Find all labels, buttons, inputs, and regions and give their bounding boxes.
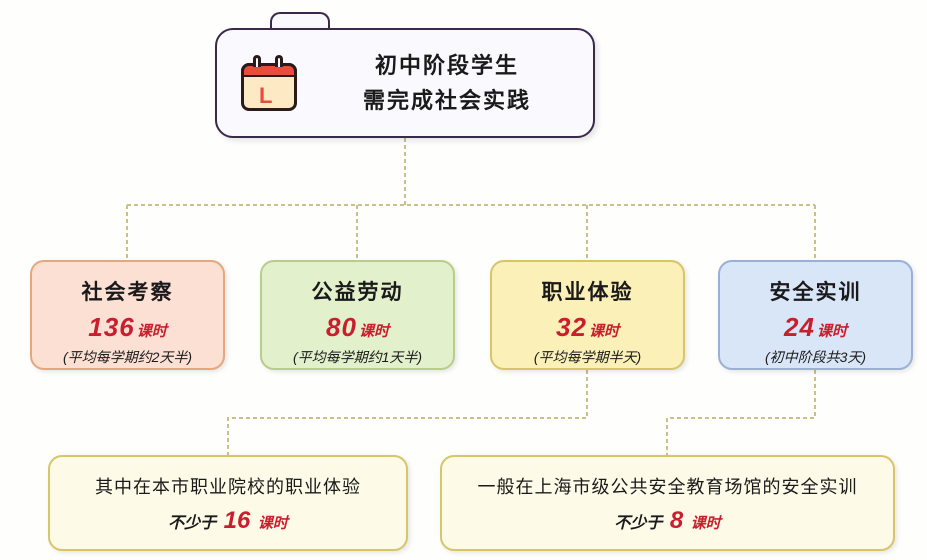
category-box-2: 职业体验 32课时 (平均每学期半天)	[490, 260, 685, 370]
category-title: 职业体验	[492, 276, 683, 306]
category-box-3: 安全实训 24课时 (初中阶段共3天)	[718, 260, 913, 370]
category-note: (平均每学期约1天半)	[262, 347, 453, 367]
category-hours: 80课时	[262, 312, 453, 343]
root-title: 初中阶段学生 需完成社会实践	[321, 48, 593, 118]
category-hours: 136课时	[32, 312, 223, 343]
sub-box-1: 一般在上海市级公共安全教育场馆的安全实训 不少于 8 课时	[440, 455, 895, 551]
sub-min: 不少于 16 课时	[60, 507, 396, 535]
category-title: 社会考察	[32, 276, 223, 306]
category-note: (平均每学期约2天半)	[32, 347, 223, 367]
category-note: (初中阶段共3天)	[720, 347, 911, 367]
sub-min: 不少于 8 课时	[452, 507, 883, 535]
category-hours: 24课时	[720, 312, 911, 343]
category-title: 公益劳动	[262, 276, 453, 306]
sub-desc: 其中在本市职业院校的职业体验	[60, 473, 396, 499]
calendar-icon: L	[237, 51, 301, 115]
root-box: L 初中阶段学生 需完成社会实践	[215, 28, 595, 138]
category-title: 安全实训	[720, 276, 911, 306]
sub-desc: 一般在上海市级公共安全教育场馆的安全实训	[452, 473, 883, 499]
category-box-0: 社会考察 136课时 (平均每学期约2天半)	[30, 260, 225, 370]
category-hours: 32课时	[492, 312, 683, 343]
sub-box-0: 其中在本市职业院校的职业体验 不少于 16 课时	[48, 455, 408, 551]
category-note: (平均每学期半天)	[492, 347, 683, 367]
category-box-1: 公益劳动 80课时 (平均每学期约1天半)	[260, 260, 455, 370]
